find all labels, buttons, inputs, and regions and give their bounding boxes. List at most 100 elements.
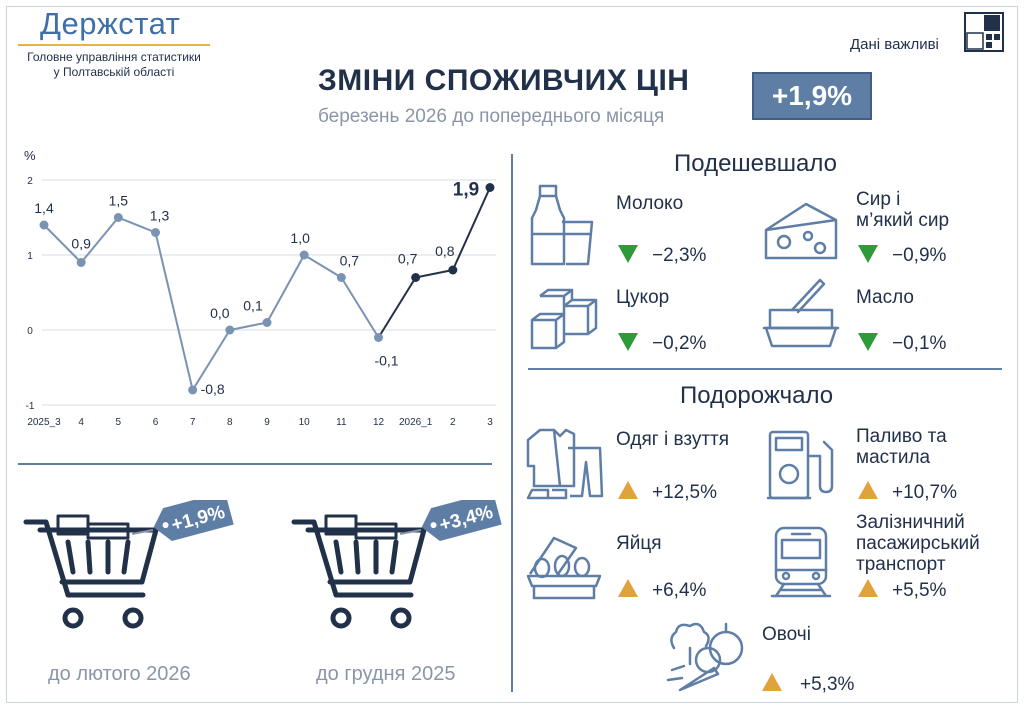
chart-data-label: 1,3 [150, 208, 170, 224]
train-name: Залізничний пасажирський транспорт [856, 512, 980, 575]
chart-series-segment [43, 224, 82, 264]
chart-xtick-label: 4 [78, 417, 84, 428]
chart-ytick-label: 0 [27, 326, 33, 337]
chart-data-label: 0,0 [210, 305, 230, 321]
sugar-icon [530, 288, 598, 350]
chart-point [262, 318, 272, 327]
train-value: +5,5% [892, 580, 947, 601]
milk-value: −2,3% [652, 245, 707, 266]
chart-series-segment [340, 276, 380, 339]
vegetables-icon [666, 622, 744, 692]
chart-series-segment [266, 254, 306, 323]
up-triangle-icon [618, 579, 638, 597]
chart-xtick-label: 7 [190, 417, 196, 428]
chart-data-label: 1,4 [34, 200, 54, 216]
chart-series-segment [415, 269, 454, 279]
chart-point [39, 220, 49, 230]
cart-december-label: до грудня 2025 [316, 663, 456, 685]
logo-underline [18, 44, 210, 46]
cart-icon [23, 514, 159, 629]
left-divider [18, 463, 492, 465]
chart-series-segment [191, 329, 231, 391]
chart-point [151, 228, 160, 237]
page-subtitle: березень 2026 до попереднього місяця [318, 106, 665, 127]
cheese-icon [764, 202, 838, 260]
page-title: ЗМІНИ СПОЖИВЧИХ ЦІН [318, 64, 690, 97]
chart-data-label: 0,1 [243, 298, 263, 314]
cart-month-label: до лютого 2026 [48, 663, 191, 685]
chart-series-segment [80, 216, 120, 264]
vegetables-name: Овочі [762, 624, 811, 645]
train-icon [770, 526, 832, 598]
total-change-badge: +1,9% [752, 72, 872, 120]
chart-data-label: 0,7 [398, 251, 418, 267]
cart-month: +1,9% [23, 500, 234, 629]
cart-december: +3,4% [291, 500, 502, 629]
cart-icon [291, 514, 427, 629]
cheaper-title: Подешевшало [674, 150, 837, 177]
chart-xtick-label: 12 [373, 417, 385, 428]
logo: Держстат [40, 6, 181, 41]
page-frame [6, 6, 1018, 703]
chart-series-segment [451, 187, 491, 271]
sugar-name: Цукор [616, 287, 670, 308]
eggs-name: Яйця [616, 533, 662, 554]
butter-value: −0,1% [892, 333, 947, 354]
fuel-icon [766, 430, 834, 500]
chart-point [188, 385, 198, 395]
chart-data-label: 0,8 [435, 243, 455, 259]
chart-xtick-label: 2025_3 [27, 417, 61, 428]
chart-xtick-label: 11 [336, 417, 347, 428]
chart-xtick-label: 9 [264, 417, 270, 428]
sugar-value: −0,2% [652, 333, 707, 354]
chart-data-label: 1,0 [290, 230, 310, 246]
chart-xtick-label: 10 [299, 417, 311, 428]
vegetables-value: +5,3% [800, 674, 855, 695]
butter-icon [762, 278, 840, 348]
important-label: Дані важливі [850, 36, 939, 53]
chart-point [299, 250, 309, 260]
chart-xtick-label: 2 [450, 417, 456, 428]
chart-point [485, 183, 495, 192]
milk-icon [530, 184, 594, 266]
important-logo-icon [964, 12, 1004, 52]
chart-xtick-label: 8 [227, 417, 233, 428]
up-triangle-icon [858, 481, 878, 499]
chart-point [336, 273, 346, 282]
chart-series-segment [229, 321, 268, 331]
eggs-value: +6,4% [652, 580, 707, 601]
down-triangle-icon [618, 333, 638, 351]
chart-data-label: -0,1 [374, 353, 398, 369]
vertical-divider [511, 154, 513, 692]
down-triangle-icon [858, 245, 878, 263]
pricier-title: Подорожчало [680, 382, 834, 409]
chart-data-label: -0,8 [201, 381, 225, 397]
chart-xtick-label: 2026_1 [399, 417, 433, 428]
down-triangle-icon [858, 333, 878, 351]
chart-series-segment [117, 216, 156, 234]
right-divider [528, 368, 1002, 370]
chart-series-segment [303, 254, 342, 279]
chart-ylabel: % [24, 148, 36, 163]
chart-series-segment [154, 232, 194, 391]
chart-ytick-label: -1 [26, 401, 35, 412]
fuel-value: +10,7% [892, 482, 957, 503]
eggs-icon [526, 536, 602, 600]
chart-xtick-label: 6 [153, 417, 159, 428]
milk-name: Молоко [616, 193, 684, 214]
up-triangle-icon [858, 579, 878, 597]
chart-point [411, 273, 421, 282]
chart-xtick-label: 3 [487, 417, 493, 428]
chart-point [76, 258, 86, 267]
chart-point [113, 213, 123, 222]
chart-point [374, 333, 383, 342]
chart-ytick-label: 2 [27, 176, 33, 187]
org-name-line2: у Полтавській області [53, 65, 175, 79]
cheese-name: Сир і м’який сир [856, 189, 950, 231]
up-triangle-icon [762, 673, 782, 691]
butter-name: Масло [856, 287, 914, 308]
clothes-icon [526, 428, 604, 500]
fuel-name: Паливо та мастила [856, 426, 947, 468]
chart-point [225, 325, 235, 335]
chart-data-label: 0,9 [71, 236, 91, 252]
